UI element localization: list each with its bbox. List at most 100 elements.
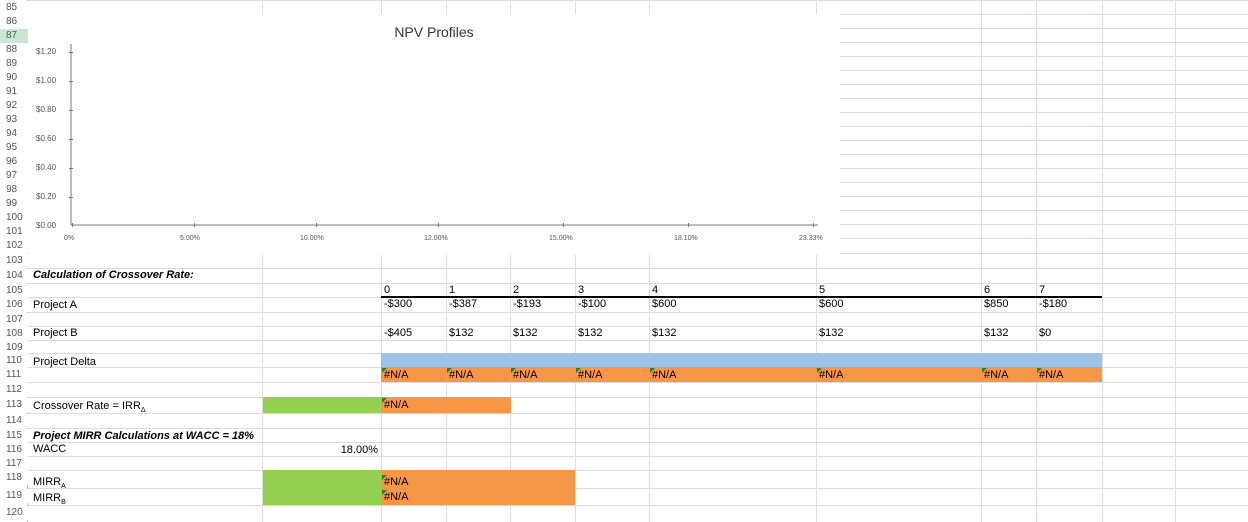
year-cell[interactable]: 5 <box>819 284 826 296</box>
mirr-a-label[interactable]: MIRRA <box>33 476 66 491</box>
y-tick-label: $0.40 <box>36 163 57 172</box>
project-a-cf[interactable]: $600 <box>819 298 844 310</box>
row-header[interactable]: 85 <box>0 1 28 15</box>
x-tick-mark <box>438 223 439 227</box>
year-header-border <box>381 296 1102 298</box>
row-gridline <box>28 488 1248 489</box>
row-header[interactable]: 96 <box>0 155 28 169</box>
delta-cell[interactable]: #N/A <box>984 369 1009 381</box>
row-header[interactable]: 94 <box>0 127 28 141</box>
project-delta-label[interactable]: Project Delta <box>33 356 96 368</box>
mirr-b-label[interactable]: MIRRB <box>33 492 66 507</box>
year-cell[interactable]: 3 <box>578 284 585 296</box>
row-header[interactable]: 101 <box>0 225 28 239</box>
row-header[interactable]: 89 <box>0 57 28 71</box>
project-a-cf[interactable]: -$100 <box>578 298 607 310</box>
row-header[interactable]: 113 <box>0 398 28 412</box>
row-header[interactable]: 117 <box>0 457 28 471</box>
wacc-value[interactable]: 18.00% <box>340 444 378 456</box>
mirr-a-value[interactable]: #N/A <box>384 476 409 488</box>
year-cell[interactable]: 4 <box>652 284 659 296</box>
row-header[interactable]: 103 <box>0 254 28 268</box>
row-header[interactable]: 106 <box>0 298 28 312</box>
project-b-cf[interactable]: $132 <box>819 327 844 339</box>
crossover-rate-label[interactable]: Crossover Rate = IRRΔ <box>33 400 146 415</box>
mirr-b-value[interactable]: #N/A <box>384 491 409 503</box>
project-a-cf[interactable]: -$387 <box>449 298 478 310</box>
crossover-orange-cell <box>381 397 511 413</box>
mirr-green-cell[interactable] <box>263 470 381 505</box>
row-header[interactable]: 119 <box>0 489 28 503</box>
delta-cell[interactable]: #N/A <box>652 369 677 381</box>
row-header[interactable]: 105 <box>0 284 28 298</box>
row-header[interactable]: 88 <box>0 43 28 57</box>
chart-title: NPV Profiles <box>394 24 474 40</box>
npv-profiles-chart[interactable]: NPV Profiles $1.20 $1.00 $0.80 $0.60 $0.… <box>28 14 840 255</box>
row-header[interactable]: 118 <box>0 471 28 485</box>
project-b-cf[interactable]: $132 <box>449 327 474 339</box>
row-header[interactable]: 91 <box>0 85 28 99</box>
row-header[interactable]: 107 <box>0 313 28 327</box>
row-header[interactable]: 115 <box>0 429 28 443</box>
error-indicator-icon <box>982 368 987 373</box>
project-b-cf[interactable]: $132 <box>513 327 538 339</box>
wacc-label[interactable]: WACC <box>33 443 67 455</box>
year-cell[interactable]: 1 <box>449 284 456 296</box>
row-header[interactable]: 114 <box>0 414 28 428</box>
delta-cell[interactable]: #N/A <box>819 369 844 381</box>
row-header[interactable]: 108 <box>0 327 28 341</box>
col-gridline <box>510 0 511 522</box>
row-gridline <box>28 0 1248 1</box>
row-gridline <box>28 312 1248 313</box>
row-header[interactable]: 100 <box>0 211 28 225</box>
project-b-cf[interactable]: $132 <box>652 327 677 339</box>
project-b-cf[interactable]: $132 <box>984 327 1009 339</box>
project-b-cf[interactable]: $0 <box>1039 327 1052 339</box>
row-header[interactable]: 92 <box>0 99 28 113</box>
row-header[interactable]: 95 <box>0 141 28 155</box>
row-header[interactable]: 97 <box>0 169 28 183</box>
year-cell[interactable]: 0 <box>384 284 391 296</box>
row-header[interactable]: 99 <box>0 197 28 211</box>
delta-cell[interactable]: #N/A <box>384 369 409 381</box>
delta-cell[interactable]: #N/A <box>449 369 474 381</box>
x-tick-label: 23.33% <box>799 235 823 242</box>
row-header[interactable]: 111 <box>0 368 28 382</box>
project-a-cf[interactable]: -$180 <box>1039 298 1068 310</box>
mirr-heading[interactable]: Project MIRR Calculations at WACC = 18% <box>33 430 254 442</box>
year-cell[interactable]: 6 <box>984 284 991 296</box>
row-header[interactable]: 112 <box>0 383 28 397</box>
delta-cell[interactable]: #N/A <box>1039 369 1064 381</box>
project-a-label[interactable]: Project A <box>33 299 78 311</box>
delta-cell[interactable]: #N/A <box>578 369 603 381</box>
year-cell[interactable]: 2 <box>513 284 520 296</box>
delta-cell[interactable]: #N/A <box>513 369 538 381</box>
row-header[interactable]: 104 <box>0 269 28 283</box>
project-a-cf[interactable]: $850 <box>984 298 1009 310</box>
col-gridline <box>381 0 382 522</box>
project-a-cf[interactable]: -$300 <box>384 298 413 310</box>
row-header[interactable]: 120 <box>0 506 28 520</box>
project-a-cf[interactable]: $600 <box>652 298 677 310</box>
row-header[interactable]: 116 <box>0 443 28 457</box>
project-b-label[interactable]: Project B <box>33 327 78 339</box>
error-indicator-icon <box>650 368 655 373</box>
row-header[interactable]: 110 <box>0 354 28 368</box>
x-tick-label: 5.00% <box>180 235 200 242</box>
project-b-cf[interactable]: $132 <box>578 327 603 339</box>
row-header[interactable]: 93 <box>0 113 28 127</box>
project-b-cf[interactable]: -$405 <box>384 327 413 339</box>
row-header[interactable]: 87 <box>0 29 28 43</box>
project-a-cf[interactable]: -$193 <box>513 298 542 310</box>
crossover-green-cell[interactable] <box>263 397 381 413</box>
year-cell[interactable]: 7 <box>1039 284 1046 296</box>
row-header[interactable]: 98 <box>0 183 28 197</box>
row-header[interactable]: 109 <box>0 341 28 355</box>
row-header[interactable]: 102 <box>0 239 28 253</box>
row-gridline <box>28 283 1248 284</box>
crossover-heading[interactable]: Calculation of Crossover Rate: <box>33 269 194 281</box>
row-header[interactable]: 86 <box>0 15 28 29</box>
crossover-value[interactable]: #N/A <box>384 399 409 411</box>
row-header[interactable]: 90 <box>0 71 28 85</box>
